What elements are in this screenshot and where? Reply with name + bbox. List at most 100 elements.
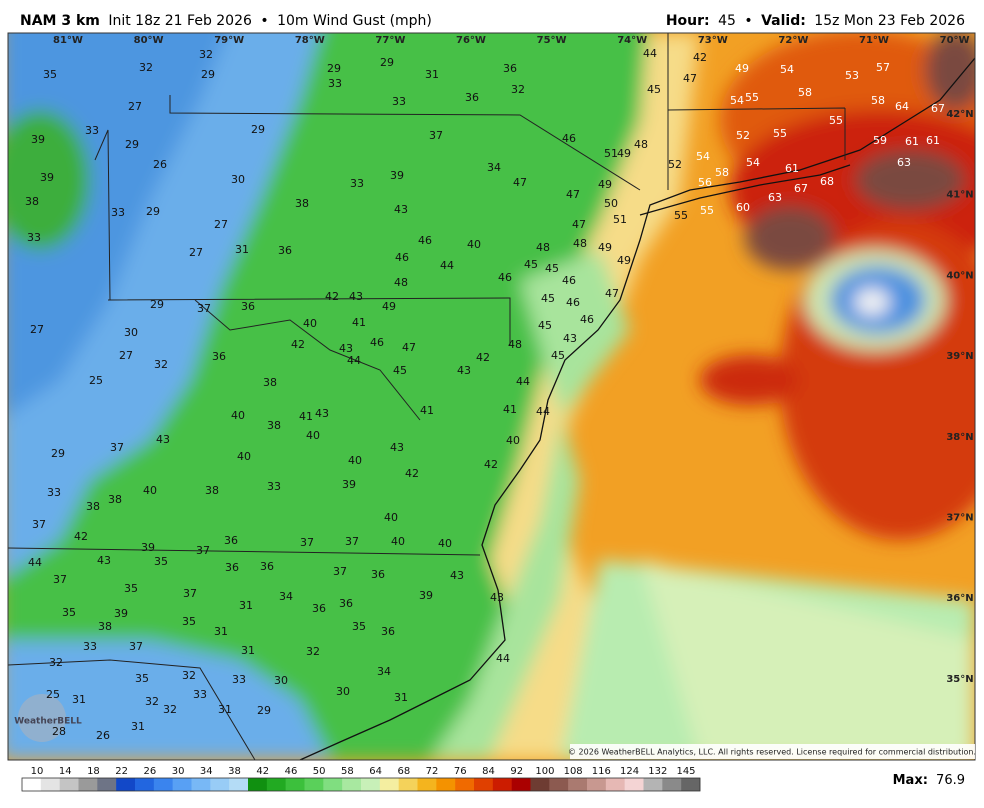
station-value: 37 xyxy=(53,573,67,586)
station-value: 44 xyxy=(496,652,510,665)
station-value: 30 xyxy=(336,685,350,698)
colorbar-swatch xyxy=(135,778,155,791)
colorbar-swatch xyxy=(116,778,136,791)
station-value: 63 xyxy=(897,156,911,169)
station-value: 51 xyxy=(613,213,627,226)
station-value: 37 xyxy=(333,565,347,578)
colorbar-swatch xyxy=(285,778,305,791)
station-value: 67 xyxy=(931,102,945,115)
station-value: 67 xyxy=(794,182,808,195)
station-value: 36 xyxy=(312,602,326,615)
longitude-label: 77°W xyxy=(375,35,405,46)
station-value: 55 xyxy=(745,91,759,104)
colorbar-tick-label: 68 xyxy=(397,766,410,777)
station-value: 64 xyxy=(895,100,909,113)
station-value: 32 xyxy=(182,669,196,682)
longitude-label: 71°W xyxy=(859,35,889,46)
station-value: 48 xyxy=(508,338,522,351)
station-value: 36 xyxy=(503,62,517,75)
station-value: 45 xyxy=(647,83,661,96)
station-value: 50 xyxy=(604,197,618,210)
station-value: 43 xyxy=(315,407,329,420)
state-borders xyxy=(8,33,846,760)
colorbar-tick-label: 34 xyxy=(200,766,213,777)
station-value: 42 xyxy=(405,467,419,480)
coastline xyxy=(299,57,975,760)
station-value: 33 xyxy=(328,77,342,90)
station-value: 31 xyxy=(214,625,228,638)
station-value: 33 xyxy=(83,640,97,653)
station-value: 54 xyxy=(780,63,794,76)
station-value: 55 xyxy=(773,127,787,140)
station-value: 46 xyxy=(395,251,409,264)
station-value: 27 xyxy=(128,100,142,113)
station-value: 32 xyxy=(154,358,168,371)
logo: WeatherBELL xyxy=(14,717,82,727)
station-value: 44 xyxy=(516,375,530,388)
model: NAM 3 km xyxy=(20,13,100,29)
station-value: 39 xyxy=(419,589,433,602)
station-value: 29 xyxy=(125,138,139,151)
longitude-label: 74°W xyxy=(617,35,647,46)
separator: • xyxy=(260,13,268,29)
station-value: 41 xyxy=(503,403,517,416)
station-value: 45 xyxy=(541,292,555,305)
station-value: 46 xyxy=(562,274,576,287)
colorbar-tick-label: 132 xyxy=(648,766,667,777)
valid-label: Valid: xyxy=(761,13,806,29)
wind-field xyxy=(8,33,975,760)
station-value: 49 xyxy=(598,241,612,254)
station-value: 25 xyxy=(46,688,60,701)
station-value: 36 xyxy=(339,597,353,610)
colorbar-swatch xyxy=(361,778,381,791)
station-value: 35 xyxy=(182,615,196,628)
station-value: 49 xyxy=(735,62,749,75)
station-value: 27 xyxy=(30,323,44,336)
station-value: 35 xyxy=(43,68,57,81)
latitude-label: 35°N xyxy=(946,674,973,685)
colorbar-swatch xyxy=(97,778,117,791)
station-value: 52 xyxy=(736,129,750,142)
station-value: 39 xyxy=(31,133,45,146)
station-value: 29 xyxy=(201,68,215,81)
station-value: 34 xyxy=(377,665,391,678)
station-value: 35 xyxy=(154,555,168,568)
colorbar-tick-label: 14 xyxy=(59,766,72,777)
header-left: NAM 3 km Init 18z 21 Feb 2026 • 10m Wind… xyxy=(20,13,432,29)
station-value: 36 xyxy=(278,244,292,257)
colorbar-swatch xyxy=(266,778,286,791)
station-value: 42 xyxy=(693,51,707,64)
separator: • xyxy=(744,13,752,29)
station-value: 43 xyxy=(457,364,471,377)
station-value: 27 xyxy=(214,218,228,231)
station-value: 58 xyxy=(715,166,729,179)
station-value: 36 xyxy=(224,534,238,547)
station-value: 36 xyxy=(371,568,385,581)
map-frame xyxy=(7,32,976,761)
colorbar-swatch xyxy=(568,778,588,791)
colorbar-swatch xyxy=(22,778,42,791)
station-value: 61 xyxy=(926,134,940,147)
colorbar-swatch xyxy=(530,778,550,791)
long-island xyxy=(639,164,851,216)
station-value: 59 xyxy=(873,134,887,147)
station-value: 44 xyxy=(536,405,550,418)
latitude-label: 42°N xyxy=(946,109,973,120)
station-value: 46 xyxy=(498,271,512,284)
station-value: 44 xyxy=(347,354,361,367)
station-value: 36 xyxy=(260,560,274,573)
station-value: 40 xyxy=(306,429,320,442)
station-value: 30 xyxy=(124,326,138,339)
station-value: 38 xyxy=(98,620,112,633)
logo-mark xyxy=(18,694,66,742)
station-value: 43 xyxy=(490,591,504,604)
map xyxy=(8,33,975,760)
station-value: 33 xyxy=(47,486,61,499)
longitude-label: 76°W xyxy=(456,35,486,46)
station-value: 54 xyxy=(696,150,710,163)
station-value: 46 xyxy=(580,313,594,326)
colorbar-tick-label: 84 xyxy=(482,766,495,777)
station-value: 57 xyxy=(876,61,890,74)
colorbar-swatch xyxy=(624,778,644,791)
